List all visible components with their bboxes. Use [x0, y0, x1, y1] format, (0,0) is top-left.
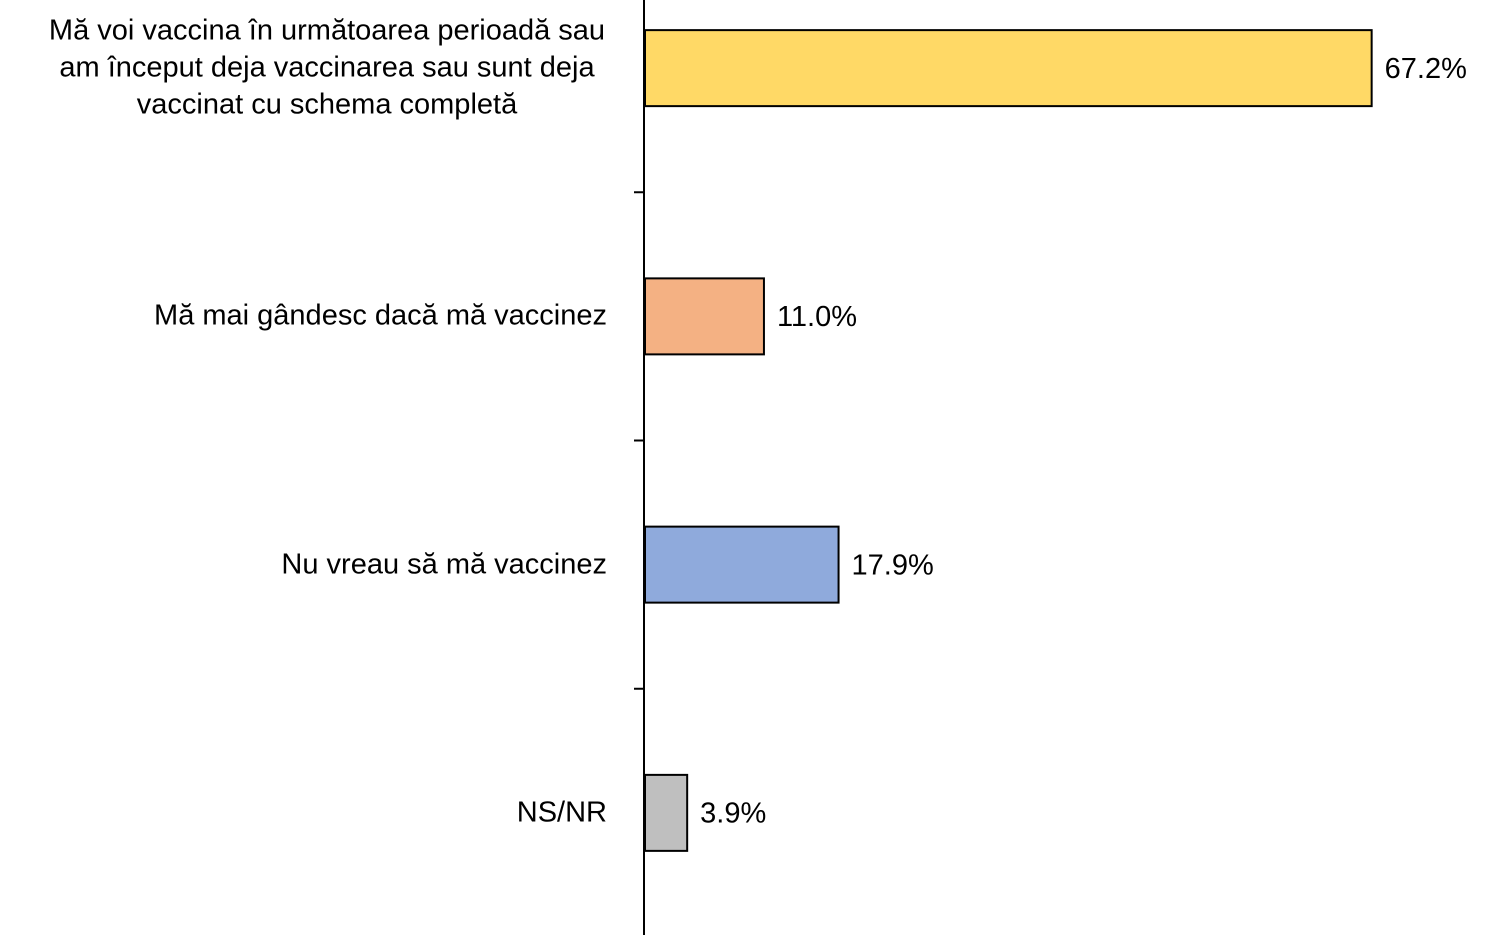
- bar: [644, 773, 689, 852]
- category-label-box: Mă voi vaccina în următoarea perioadă sa…: [7, 13, 607, 124]
- category-label: Mă mai gândesc dacă mă vaccinez: [154, 299, 607, 332]
- category-label: Mă voi vaccina în următoarea perioadă sa…: [48, 14, 606, 121]
- bar: [644, 29, 1373, 108]
- category-label-box: Nu vreau să mă vaccinez: [7, 546, 607, 583]
- value-label: 3.9%: [700, 798, 766, 830]
- category-label: NS/NR: [516, 796, 607, 829]
- category-label-box: NS/NR: [7, 794, 607, 831]
- category-label-box: Mă mai gândesc dacă mă vaccinez: [7, 298, 607, 335]
- bar: [644, 277, 765, 356]
- category-label: Nu vreau să mă vaccinez: [281, 548, 607, 581]
- value-label: 17.9%: [852, 549, 934, 581]
- value-label: 11.0%: [777, 301, 857, 333]
- bar: [644, 525, 840, 604]
- value-label: 67.2%: [1385, 53, 1467, 85]
